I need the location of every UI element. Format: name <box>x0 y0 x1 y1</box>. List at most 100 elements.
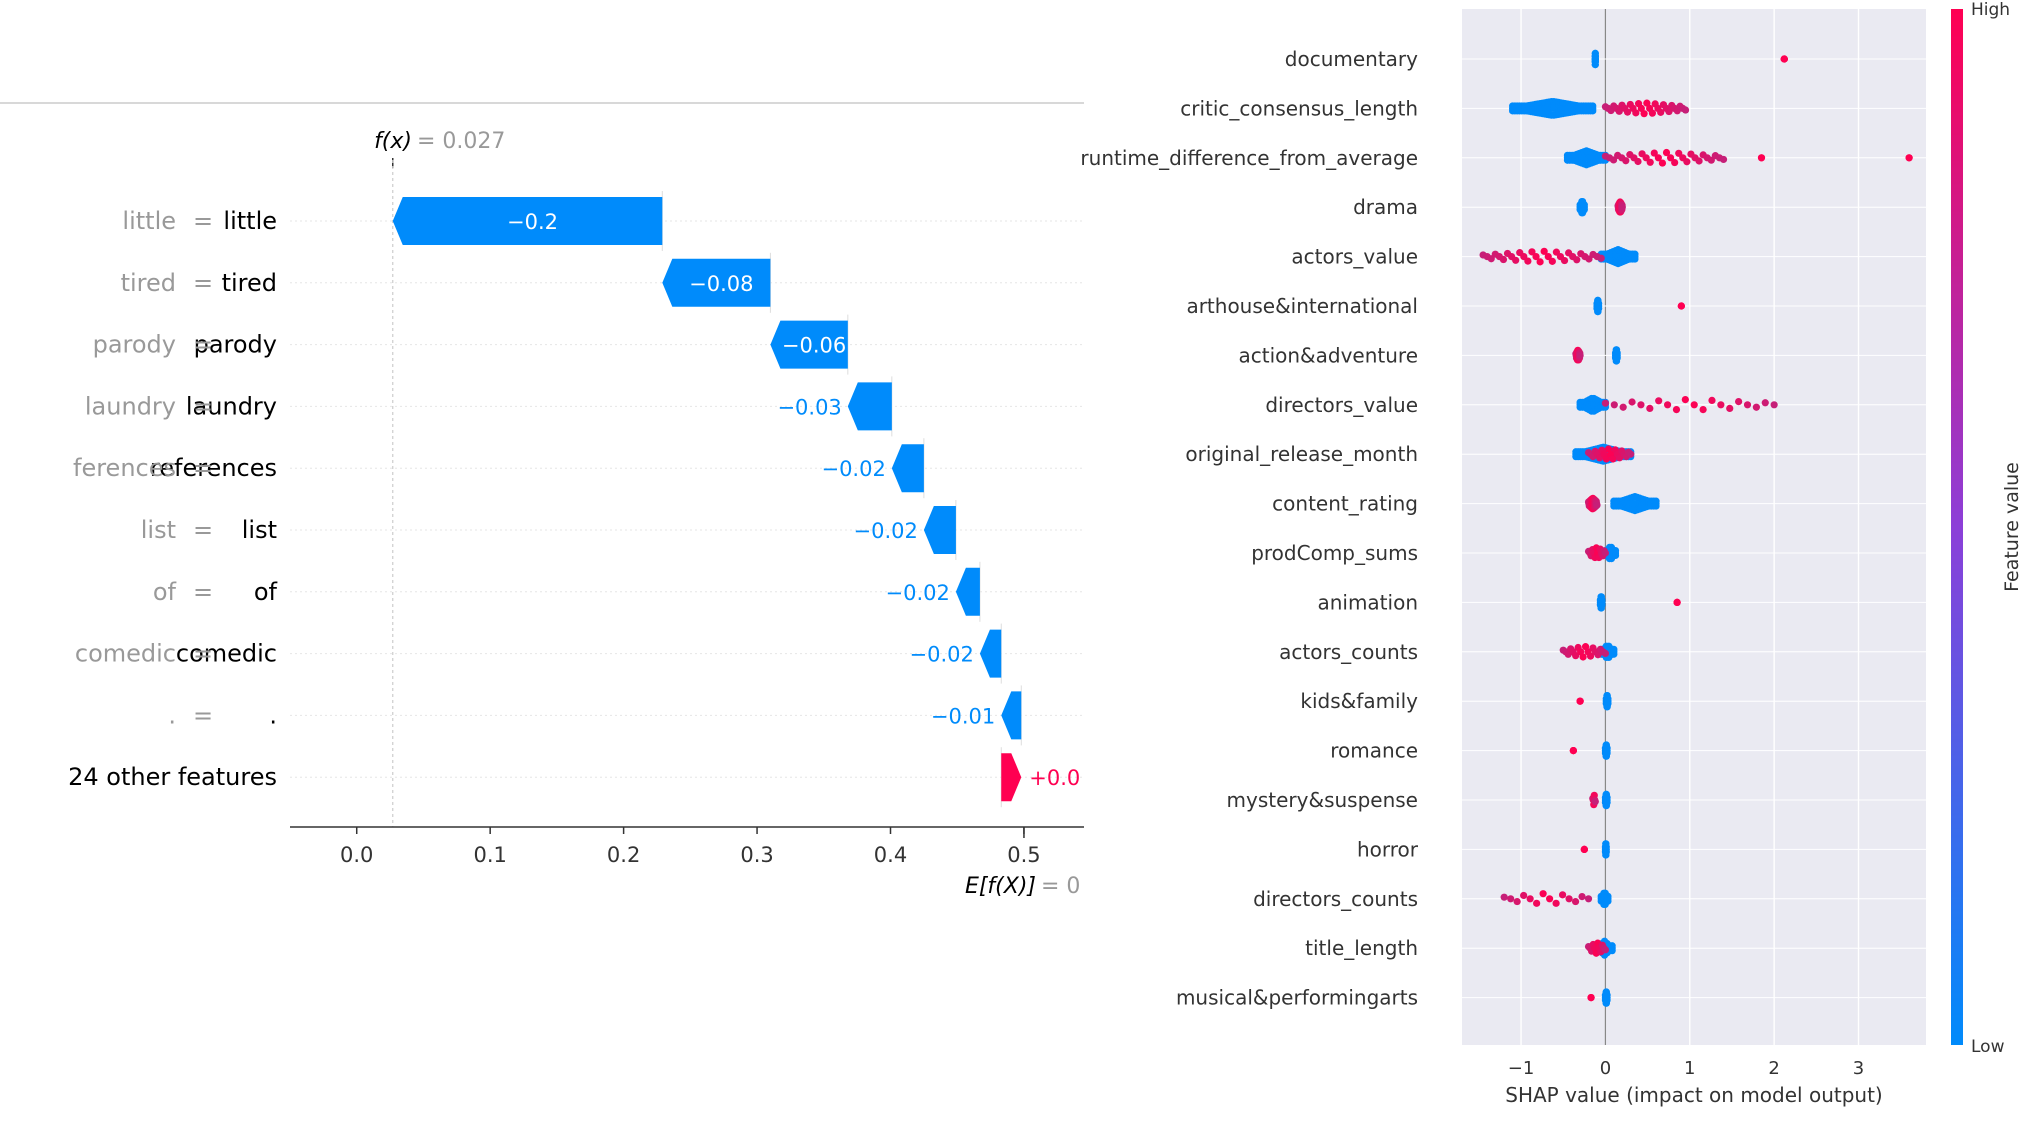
x-tick-label: 0.4 <box>874 843 907 867</box>
beeswarm-point <box>1528 248 1536 256</box>
beeswarm-point <box>1602 455 1610 463</box>
beeswarm-point <box>1601 399 1610 407</box>
waterfall-bar-label: −0.02 <box>910 643 974 667</box>
waterfall-equals: = <box>193 701 213 729</box>
beeswarm-feature-label: directors_counts <box>1253 887 1418 911</box>
waterfall-feature-name: list <box>141 516 176 544</box>
waterfall-bar <box>662 258 771 307</box>
expected-value-value: = 0 <box>1041 874 1080 899</box>
beeswarm-point <box>1579 653 1587 661</box>
beeswarm-point <box>1589 107 1597 115</box>
beeswarm-point <box>1695 157 1703 165</box>
beeswarm-point <box>1603 996 1611 1004</box>
beeswarm-point <box>1597 254 1605 262</box>
beeswarm-point <box>1671 158 1679 167</box>
waterfall-bar <box>891 444 924 493</box>
beeswarm-point <box>1717 401 1725 409</box>
beeswarm-point <box>1757 154 1766 162</box>
beeswarm-feature-label: original_release_month <box>1185 442 1418 466</box>
beeswarm-point <box>1507 895 1515 903</box>
beeswarm-point <box>1601 649 1610 658</box>
beeswarm-point <box>1677 302 1685 310</box>
beeswarm-point <box>1609 455 1617 463</box>
waterfall-feature-value: list <box>242 516 277 544</box>
beeswarm-point <box>1602 848 1610 856</box>
beeswarm-feature-label: horror <box>1357 837 1419 861</box>
beeswarm-point <box>1610 650 1618 658</box>
beeswarm-point <box>1665 107 1673 116</box>
beeswarm-point <box>1584 895 1593 903</box>
beeswarm-point <box>1591 798 1599 806</box>
beeswarm-point <box>1565 895 1573 903</box>
beeswarm-point <box>1657 108 1665 116</box>
waterfall-bar <box>955 567 980 616</box>
beeswarm-point <box>1576 351 1584 359</box>
beeswarm-point <box>1655 397 1663 405</box>
waterfall-feature-name: laundry <box>85 392 176 420</box>
waterfall-equals: = <box>193 454 213 482</box>
waterfall-feature-value: comedic <box>176 640 277 668</box>
beeswarm-point <box>1558 891 1567 899</box>
beeswarm-point <box>1634 157 1642 166</box>
beeswarm-point <box>1726 404 1734 413</box>
beeswarm-point <box>1610 401 1618 409</box>
beeswarm-point <box>1622 157 1630 165</box>
waterfall-equals: = <box>193 392 213 420</box>
beeswarm-point <box>1587 994 1595 1002</box>
beeswarm-point <box>1611 551 1620 560</box>
beeswarm-point <box>1580 206 1588 214</box>
beeswarm-feature-labels: documentary critic_consensus_lengthruntim… <box>1080 47 1418 1010</box>
beeswarm-point <box>1601 946 1610 954</box>
beeswarm-feature-label: documentary <box>1285 47 1418 71</box>
waterfall-bar-label: −0.06 <box>782 334 846 358</box>
beeswarm-feature-label: kids&family <box>1300 689 1418 713</box>
beeswarm-point <box>1540 247 1548 255</box>
beeswarm-point <box>1708 396 1716 404</box>
waterfall-feature-value: laundry <box>186 392 277 420</box>
waterfall-bar <box>1001 691 1022 740</box>
beeswarm-point <box>1632 109 1640 117</box>
beeswarm-point <box>1618 203 1626 211</box>
beeswarm-point <box>1646 404 1654 413</box>
beeswarm-point <box>1524 257 1532 265</box>
beeswarm-point <box>1681 106 1690 114</box>
beeswarm-point <box>1532 253 1540 261</box>
beeswarm-point <box>1690 401 1698 409</box>
beeswarm-point <box>1719 155 1728 164</box>
beeswarm-point <box>1499 255 1508 264</box>
beeswarm-point <box>1673 598 1681 607</box>
waterfall-equals: = <box>193 578 213 606</box>
beeswarm-feature-label: directors_value <box>1265 393 1418 417</box>
beeswarm-point <box>1627 450 1635 458</box>
beeswarm-point <box>1658 159 1667 167</box>
colorbar-title: Feature value <box>2001 462 2023 592</box>
colorbar-high-label: High <box>1971 0 2010 20</box>
beeswarm-point <box>1512 256 1520 264</box>
beeswarm-feature-label: action&adventure <box>1238 343 1418 367</box>
beeswarm-point <box>1526 895 1534 903</box>
beeswarm-point <box>1608 947 1616 955</box>
beeswarm-feature-label: mystery&suspense <box>1227 788 1418 812</box>
waterfall-chart: f(x) = 0.027 −0.2−0.08−0.06−0.03−0.02−0.… <box>0 102 1084 899</box>
colorbar <box>1951 9 1963 1045</box>
waterfall-bar <box>847 382 892 431</box>
waterfall-equals: = <box>193 207 213 235</box>
beeswarm-point <box>1770 401 1778 409</box>
beeswarm-feature-label: animation <box>1317 590 1418 614</box>
beeswarm-point <box>1593 501 1601 509</box>
waterfall-bar-label: −0.01 <box>931 704 995 728</box>
beeswarm-point <box>1560 256 1569 265</box>
waterfall-bar-label: +0.0 <box>1029 766 1080 790</box>
beeswarm-feature-label: actors_counts <box>1279 640 1418 664</box>
x-tick-label: 0.3 <box>740 843 773 867</box>
beeswarm-feature-label: musical&performingarts <box>1176 986 1418 1010</box>
beeswarm-point <box>1572 652 1580 660</box>
waterfall-feature-name: of <box>153 578 177 606</box>
beeswarm-point <box>1591 57 1599 66</box>
expected-value-label: E[f(X)] <box>965 874 1036 899</box>
waterfall-bar-label: −0.02 <box>886 581 950 605</box>
beeswarm-point <box>1548 257 1556 265</box>
x-tick-label: 0.1 <box>473 843 506 867</box>
waterfall-bars: −0.2 −0.08 −0.06 −0.03 −0.02 −0.02 −0.02 −0.02 −… <box>392 197 1080 802</box>
